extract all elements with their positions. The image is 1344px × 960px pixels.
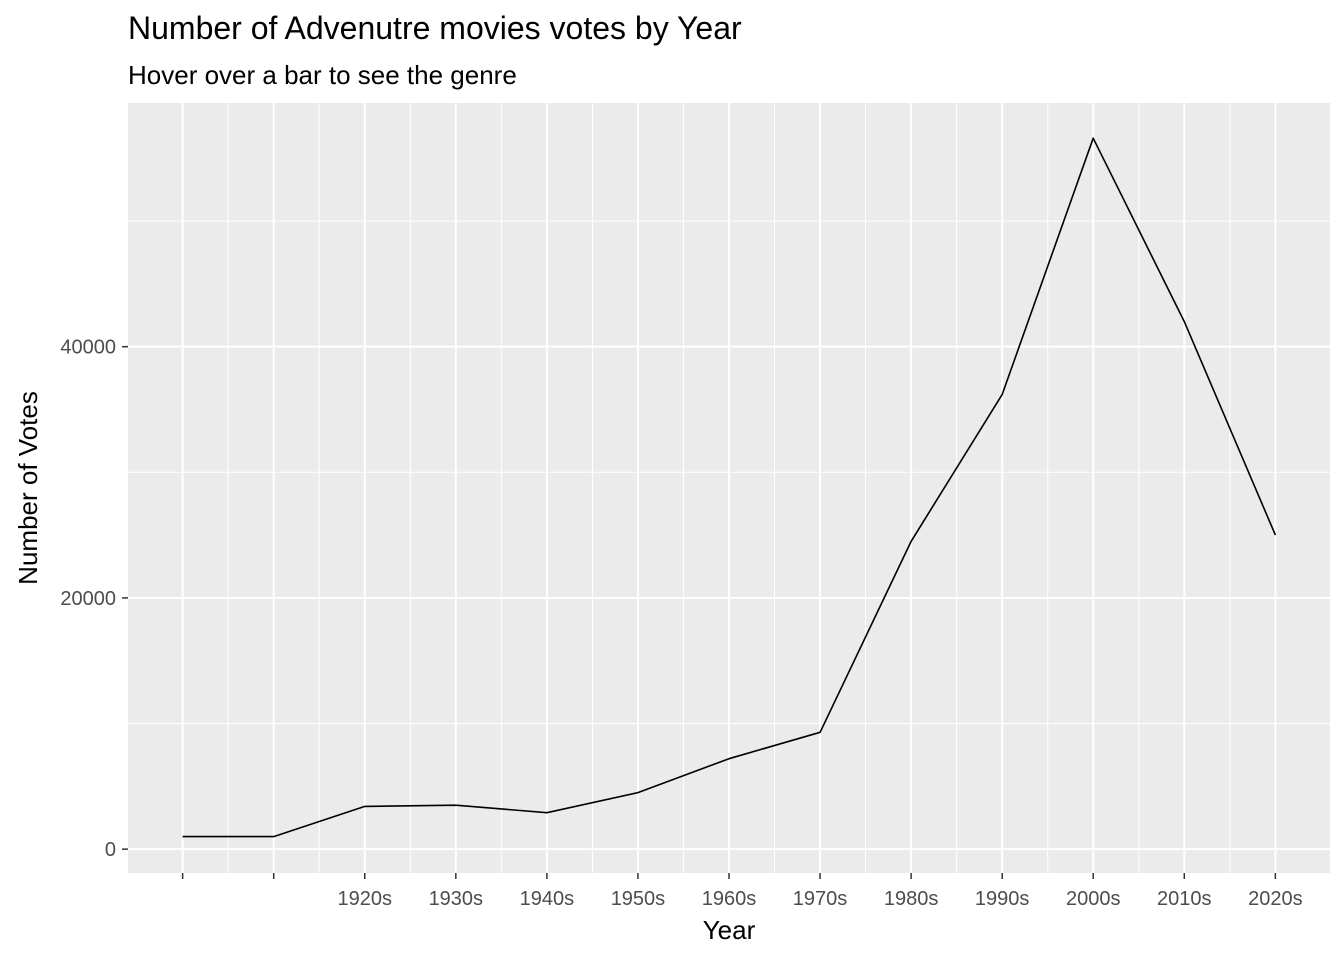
y-tick-label: 0 [105, 839, 116, 861]
chart-subtitle: Hover over a bar to see the genre [128, 60, 517, 90]
x-tick-label: 1980s [884, 888, 939, 910]
x-tick-label: 1990s [975, 888, 1030, 910]
series-line-group [182, 137, 1277, 838]
chart-title: Number of Advenutre movies votes by Year [128, 10, 742, 46]
x-tick-label: 1950s [611, 888, 666, 910]
x-tick-label: 1960s [702, 888, 757, 910]
y-axis: 0 20000 40000 [60, 337, 128, 861]
y-axis-title: Number of Votes [13, 391, 43, 585]
x-axis: 1920s 1930s 1940s 1950s 1960s 1970s 1980s 1990s… [181, 873, 1303, 910]
x-tick-label: 1940s [520, 888, 575, 910]
major-gridlines [128, 103, 1330, 873]
y-tick-label: 40000 [60, 337, 116, 359]
x-tick-label: 1970s [793, 888, 848, 910]
x-tick-label: 2020s [1248, 888, 1303, 910]
minor-gridlines [128, 103, 1330, 873]
x-axis-title: Year [703, 915, 756, 945]
x-tick-label: 2010s [1157, 888, 1212, 910]
x-tick-label: 1930s [429, 888, 484, 910]
series-line [182, 137, 1277, 838]
x-tick-label: 1920s [338, 888, 393, 910]
x-tick-label: 2000s [1066, 888, 1121, 910]
y-tick-label: 20000 [60, 588, 116, 610]
